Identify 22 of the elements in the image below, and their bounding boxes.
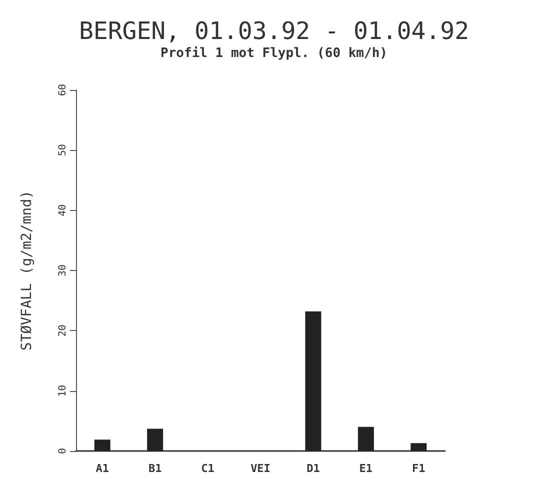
- bar: [305, 311, 322, 451]
- chart-subtitle: Profil 1 mot Flypl. (60 km/h): [160, 46, 388, 61]
- x-tick-label: E1: [359, 462, 373, 475]
- y-tick-label: 20: [58, 324, 68, 337]
- y-tick-label: 40: [58, 204, 68, 216]
- y-tick-label: 0: [58, 448, 68, 454]
- chart-title: BERGEN, 01.03.92 - 01.04.92: [78, 17, 470, 45]
- bar: [358, 426, 374, 451]
- x-tick-label: VEI: [250, 462, 270, 475]
- bar: [410, 443, 427, 451]
- bar: [94, 440, 110, 451]
- x-tick-label: F1: [412, 462, 426, 475]
- y-tick-label: 10: [58, 384, 68, 397]
- y-tick-label: 30: [58, 264, 68, 277]
- x-tick-label: C1: [201, 462, 215, 475]
- y-axis-title: STØVFALL (g/m2/mnd): [19, 190, 35, 351]
- x-tick-label: A1: [96, 462, 110, 475]
- bar: [147, 428, 164, 451]
- y-tick-label: 50: [58, 144, 68, 156]
- x-tick-label: B1: [148, 462, 162, 475]
- x-tick-label: D1: [306, 462, 320, 475]
- y-tick-label: 60: [58, 84, 68, 96]
